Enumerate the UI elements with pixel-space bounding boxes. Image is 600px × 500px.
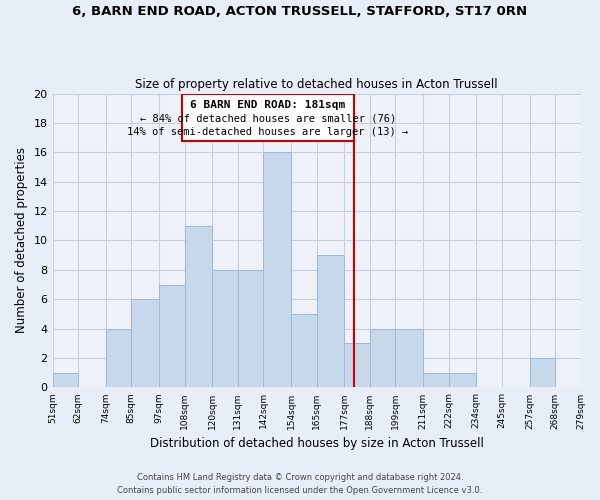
Bar (185, 226, 212, 388)
Bar (106, 328, 131, 388)
Text: ← 84% of detached houses are smaller (76): ← 84% of detached houses are smaller (76… (140, 114, 396, 124)
Bar (423, 372, 449, 388)
Bar (395, 328, 423, 388)
Bar (263, 152, 291, 388)
Text: 6, BARN END ROAD, ACTON TRUSSELL, STAFFORD, ST17 0RN: 6, BARN END ROAD, ACTON TRUSSELL, STAFFO… (73, 5, 527, 18)
Text: 6 BARN END ROAD: 181sqm: 6 BARN END ROAD: 181sqm (190, 100, 346, 110)
Title: Size of property relative to detached houses in Acton Trussell: Size of property relative to detached ho… (135, 78, 498, 91)
Text: Contains HM Land Registry data © Crown copyright and database right 2024.
Contai: Contains HM Land Registry data © Crown c… (118, 473, 482, 495)
Bar (131, 300, 159, 388)
X-axis label: Distribution of detached houses by size in Acton Trussell: Distribution of detached houses by size … (149, 437, 484, 450)
Text: 14% of semi-detached houses are larger (13) →: 14% of semi-detached houses are larger (… (127, 127, 409, 137)
Bar (159, 284, 185, 388)
Bar (53, 372, 78, 388)
Bar (370, 328, 395, 388)
Bar (449, 372, 476, 388)
Bar (212, 270, 238, 388)
Bar (317, 255, 344, 388)
Bar (238, 270, 263, 388)
Y-axis label: Number of detached properties: Number of detached properties (15, 148, 28, 334)
Bar (344, 344, 370, 388)
Bar (291, 314, 317, 388)
Bar (182, 94, 353, 140)
Bar (530, 358, 555, 388)
